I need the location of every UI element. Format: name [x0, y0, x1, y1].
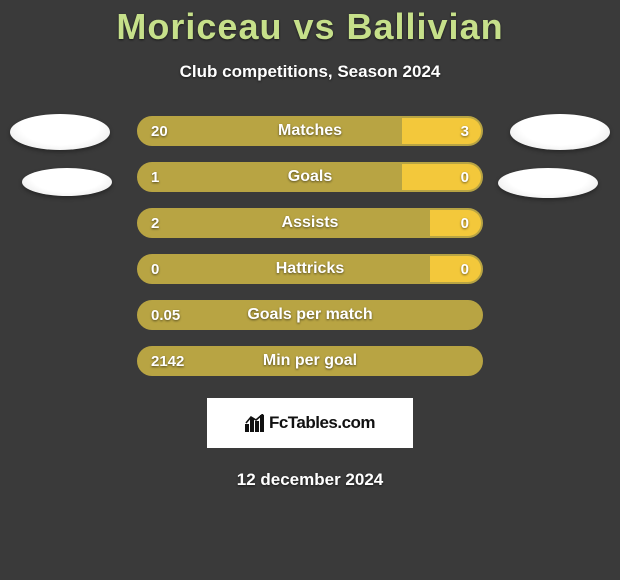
- player-left-avatar-placeholder-2: [22, 168, 112, 196]
- stat-bar-assists: 20Assists: [137, 208, 483, 238]
- subtitle: Club competitions, Season 2024: [0, 62, 620, 82]
- player-right-avatar-placeholder-1: [510, 114, 610, 150]
- fctables-logo-icon: [245, 414, 265, 432]
- bar-metric-label: Goals: [139, 164, 481, 190]
- bar-metric-label: Assists: [139, 210, 481, 236]
- bars-list: 203Matches 10Goals 20Assists 00Hattricks 0.0…: [0, 116, 620, 376]
- bars-container: 203Matches 10Goals 20Assists 00Hattricks 0.0…: [0, 116, 620, 490]
- bar-metric-label: Matches: [139, 118, 481, 144]
- stat-bar-goals-per-match: 0.05Goals per match: [137, 300, 483, 330]
- player-left-avatar-placeholder-1: [10, 114, 110, 150]
- branding-badge: FcTables.com: [207, 398, 413, 448]
- bar-metric-label: Goals per match: [139, 302, 481, 328]
- comparison-infographic: Moriceau vs Ballivian Club competitions,…: [0, 0, 620, 580]
- stat-bar-hattricks: 00Hattricks: [137, 254, 483, 284]
- bar-metric-label: Min per goal: [139, 348, 481, 374]
- stat-bar-min-per-goal: 2142Min per goal: [137, 346, 483, 376]
- footer-date: 12 december 2024: [0, 470, 620, 490]
- branding-text: FcTables.com: [269, 413, 375, 433]
- stat-bar-goals: 10Goals: [137, 162, 483, 192]
- stat-bar-matches: 203Matches: [137, 116, 483, 146]
- page-title: Moriceau vs Ballivian: [0, 0, 620, 48]
- bar-metric-label: Hattricks: [139, 256, 481, 282]
- player-right-avatar-placeholder-2: [498, 168, 598, 198]
